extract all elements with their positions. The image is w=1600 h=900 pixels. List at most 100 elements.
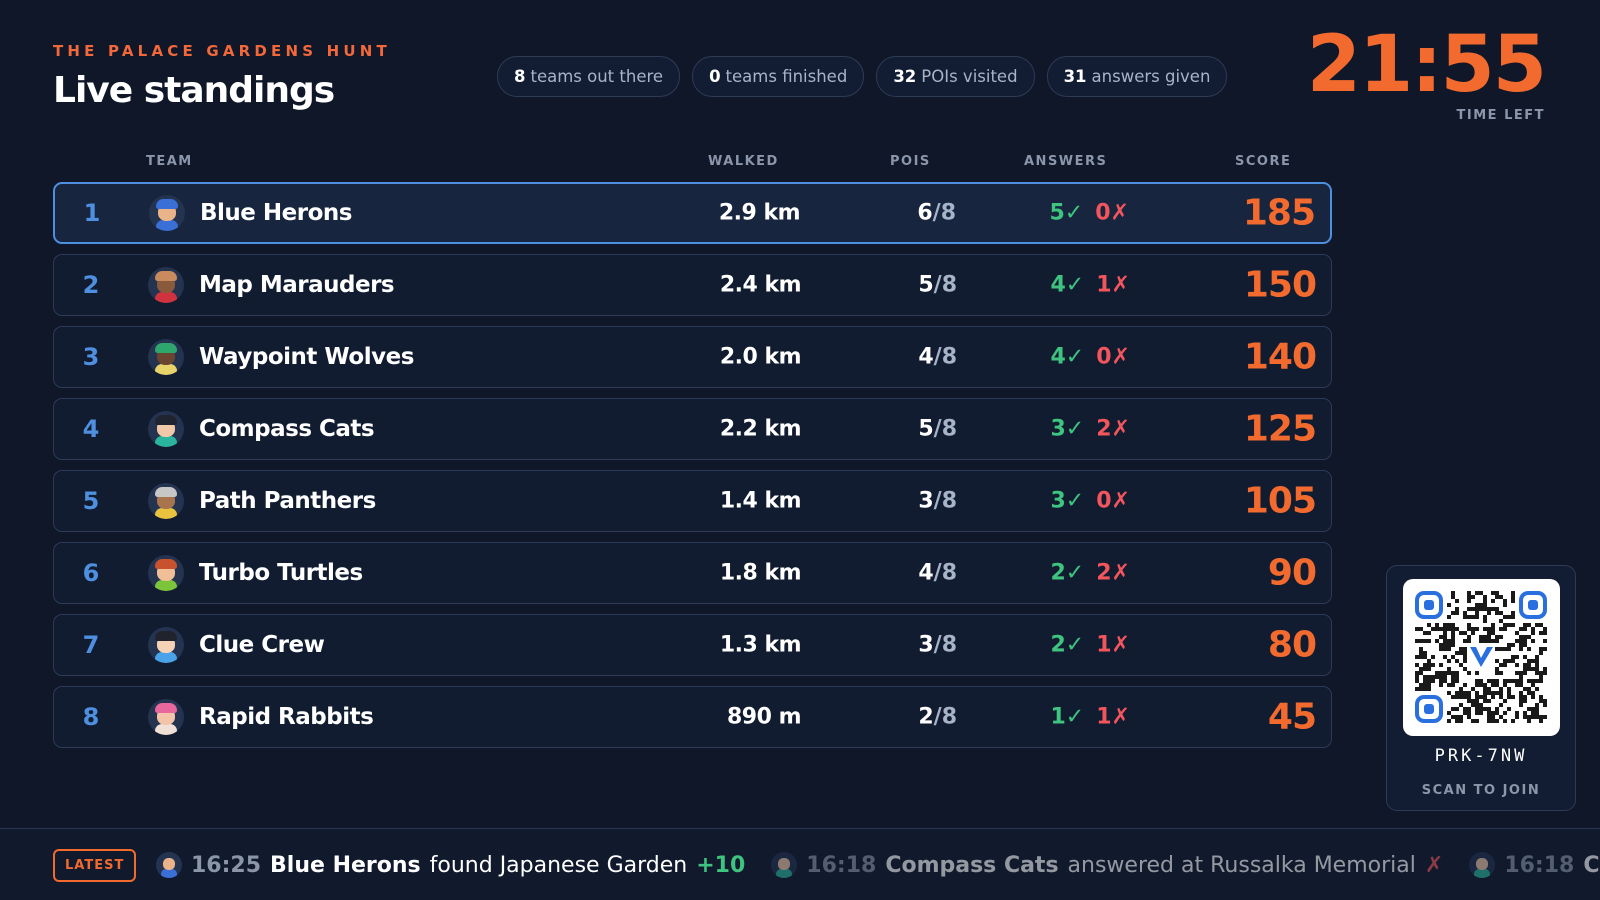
table-row[interactable]: 3 Waypoint Wolves 2.0 km 4/8 4✓ 0✗ 140 [53, 326, 1332, 388]
walked-distance: 2.9 km [718, 200, 801, 226]
team-name: Compass Cats [199, 416, 375, 442]
wrong-answers: 1✗ [1096, 704, 1130, 730]
correct-answers: 3✓ [1050, 416, 1085, 442]
rank: 1 [83, 199, 101, 227]
stat-teams-finished: 0 teams finished [692, 56, 865, 97]
event-time: 16:18 [806, 852, 877, 878]
team-avatar [148, 411, 184, 447]
event-result: ✗ [1424, 852, 1444, 878]
stat-answers-given: 31 answers given [1046, 56, 1228, 97]
correct-answers: 2✓ [1050, 632, 1085, 658]
team-avatar [148, 483, 184, 519]
team-avatar [1469, 852, 1496, 878]
event-text: found Japanese Garden [429, 852, 688, 878]
event-time: 16:25 [191, 852, 262, 878]
team-avatar [148, 699, 184, 735]
answers-count: 5✓ 0✗ [1050, 201, 1130, 226]
table-row[interactable]: 2 Map Marauders 2.4 km 5/8 4✓ 1✗ 150 [53, 254, 1332, 316]
hunt-subtitle: THE PALACE GARDENS HUNT [53, 42, 391, 60]
time-left-label: TIME LEFT [1456, 108, 1545, 123]
pois-visited: 6/8 [917, 200, 956, 226]
wrong-answers: 2✗ [1096, 560, 1130, 586]
rank: 4 [82, 415, 100, 443]
column-header-pois: POIS [890, 154, 931, 169]
correct-answers: 4✓ [1050, 344, 1085, 370]
team-score: 45 [1267, 696, 1317, 738]
correct-answers: 4✓ [1050, 272, 1085, 298]
standings-table: 1 Blue Herons 2.9 km 6/8 5✓ 0✗ 185 2 Map… [53, 182, 1332, 758]
ticker-event: 16:18 Compass Cats answered at Russalka … [771, 852, 1443, 878]
walked-distance: 2.4 km [719, 272, 802, 298]
team-name: Turbo Turtles [199, 560, 363, 586]
answers-count: 2✓ 2✗ [1051, 561, 1131, 586]
answers-count: 3✓ 0✗ [1051, 489, 1131, 514]
table-row[interactable]: 6 Turbo Turtles 1.8 km 4/8 2✓ 2✗ 90 [53, 542, 1332, 604]
team-score: 140 [1243, 336, 1317, 378]
team-avatar [148, 555, 184, 591]
pois-visited: 3/8 [918, 488, 957, 514]
rank: 7 [82, 631, 100, 659]
join-qr-card[interactable]: PRK-7NW SCAN TO JOIN [1386, 565, 1576, 811]
answers-count: 4✓ 1✗ [1051, 273, 1131, 298]
time-left-value: 21:55 [1306, 20, 1547, 110]
header: THE PALACE GARDENS HUNT Live standings [53, 42, 391, 111]
correct-answers: 1✓ [1050, 704, 1085, 730]
correct-answers: 3✓ [1050, 488, 1085, 514]
team-score: 185 [1242, 192, 1316, 234]
team-name: Rapid Rabbits [199, 704, 374, 730]
wrong-answers: 2✗ [1096, 416, 1130, 442]
answers-count: 3✓ 2✗ [1051, 417, 1131, 442]
wrong-answers: 0✗ [1095, 200, 1129, 226]
walked-distance: 1.4 km [719, 488, 802, 514]
team-avatar [156, 852, 182, 878]
team-avatar [148, 339, 184, 375]
team-name: Map Marauders [199, 272, 395, 298]
ticker-track: 16:25 Blue Herons found Japanese Garden +… [156, 829, 1600, 900]
pois-visited: 3/8 [918, 632, 957, 658]
event-time: 16:18 [1504, 852, 1575, 878]
team-score: 80 [1267, 624, 1317, 666]
table-row[interactable]: 7 Clue Crew 1.3 km 3/8 2✓ 1✗ 80 [53, 614, 1332, 676]
event-team: Blue Herons [270, 852, 421, 878]
latest-badge: LATEST [53, 849, 137, 882]
team-avatar [148, 627, 184, 663]
pois-visited: 5/8 [918, 416, 957, 442]
walked-distance: 1.8 km [719, 560, 802, 586]
team-score: 125 [1243, 408, 1317, 450]
correct-answers: 5✓ [1049, 200, 1084, 226]
rank: 5 [82, 487, 100, 515]
wrong-answers: 0✗ [1096, 344, 1130, 370]
column-header-walked: WALKED [708, 154, 779, 169]
wrong-answers: 1✗ [1096, 272, 1130, 298]
team-score: 90 [1267, 552, 1317, 594]
ticker-event: 16:18 Compass Cats [1469, 852, 1600, 878]
pois-visited: 4/8 [918, 560, 957, 586]
countdown-timer: 21:55 TIME LEFT [1306, 20, 1547, 123]
walked-distance: 2.2 km [719, 416, 802, 442]
pois-visited: 2/8 [918, 704, 957, 730]
table-row[interactable]: 1 Blue Herons 2.9 km 6/8 5✓ 0✗ 185 [53, 182, 1332, 244]
table-row[interactable]: 8 Rapid Rabbits 890 m 2/8 1✓ 1✗ 45 [53, 686, 1332, 748]
stat-teams-out: 8 teams out there [497, 56, 681, 97]
page-title: Live standings [53, 70, 335, 111]
rank: 3 [82, 343, 100, 371]
pois-visited: 5/8 [918, 272, 957, 298]
table-row[interactable]: 4 Compass Cats 2.2 km 5/8 3✓ 2✗ 125 [53, 398, 1332, 460]
pois-visited: 4/8 [918, 344, 957, 370]
team-name: Waypoint Wolves [199, 344, 414, 370]
wrong-answers: 0✗ [1096, 488, 1130, 514]
team-score: 150 [1243, 264, 1317, 306]
team-name: Path Panthers [199, 488, 376, 514]
correct-answers: 2✓ [1050, 560, 1085, 586]
event-text: answered at Russalka Memorial [1067, 852, 1416, 878]
qr-code-icon[interactable] [1403, 579, 1560, 736]
column-header-score: SCORE [1235, 154, 1292, 169]
team-name: Clue Crew [199, 632, 325, 658]
team-avatar [771, 852, 798, 878]
wrong-answers: 1✗ [1096, 632, 1130, 658]
rank: 6 [82, 559, 100, 587]
team-name: Blue Herons [200, 200, 352, 226]
table-row[interactable]: 5 Path Panthers 1.4 km 3/8 3✓ 0✗ 105 [53, 470, 1332, 532]
team-score: 105 [1243, 480, 1317, 522]
join-code: PRK-7NW [1434, 746, 1528, 766]
